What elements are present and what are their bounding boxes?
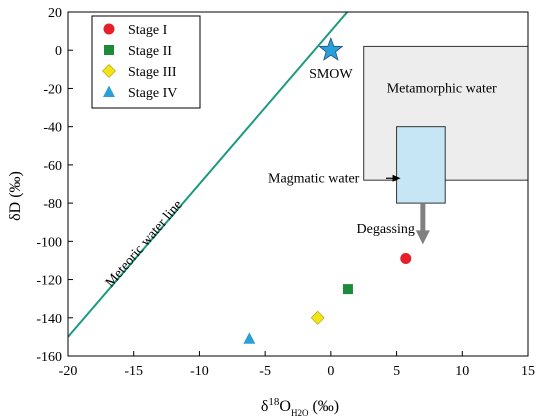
x-tick-label: -5	[259, 364, 271, 379]
data-point-stage-ii	[342, 284, 353, 295]
y-tick-label: -60	[43, 159, 62, 174]
magmatic-water-label: Magmatic water	[268, 171, 360, 186]
data-point-stage-iv	[243, 332, 256, 344]
y-tick-label: -20	[43, 82, 62, 97]
data-point-stage-i	[400, 253, 412, 265]
y-axis-label: δD (‰)	[7, 171, 24, 221]
meteoric-water-line-label: Meteoric water line	[103, 198, 186, 291]
x-axis-label: δ18OH2O (‰)	[261, 396, 339, 418]
x-tick-label: -10	[190, 364, 209, 379]
magmatic-water-box	[396, 126, 446, 204]
meteoric-water-line	[68, 12, 349, 338]
x-tick-label: 5	[393, 364, 400, 379]
x-tick-label: -15	[124, 364, 143, 379]
degassing-arrowhead	[415, 230, 430, 245]
plot-frame	[67, 11, 529, 357]
legend-marker-stage-iv	[103, 85, 115, 97]
chart-legend: Stage I Stage II Stage III Stage IV	[91, 15, 201, 109]
legend-label: Stage II	[128, 44, 172, 59]
x-tick-label: 0	[327, 364, 334, 379]
degassing-label: Degassing	[357, 222, 415, 237]
metamorphic-water-label: Metamorphic water	[387, 81, 497, 96]
legend-marker-stage-iii	[102, 64, 116, 78]
y-tick-label: 20	[48, 6, 62, 21]
chart-background-shapes	[68, 12, 528, 338]
x-tick-label: -20	[59, 364, 78, 379]
y-tick-label: -140	[36, 312, 62, 327]
y-tick-label: -160	[36, 350, 62, 365]
x-tick-label: 15	[521, 364, 535, 379]
data-point-stage-iii	[310, 310, 325, 325]
y-tick-label: -120	[36, 274, 62, 289]
smow-star-icon	[318, 37, 344, 61]
legend-label: Stage I	[128, 23, 168, 38]
y-tick-label: -100	[36, 235, 62, 250]
legend-label: Stage III	[128, 65, 177, 80]
smow-label: SMOW	[309, 67, 353, 82]
magmatic-water-arrowhead	[392, 174, 401, 182]
legend-marker-stage-i	[103, 23, 115, 35]
legend-label: Stage IV	[128, 86, 177, 101]
y-tick-label: -80	[43, 197, 62, 212]
chart-axes: -20 -15 -10 -5 0 5 10 15 20 0 -20 -40 -60 -80 -100 -120…	[36, 6, 535, 379]
x-tick-label: 10	[455, 364, 469, 379]
y-tick-label: 0	[55, 44, 62, 59]
y-tick-label: -40	[43, 121, 62, 136]
metamorphic-water-box	[363, 45, 528, 181]
legend-marker-stage-ii	[104, 45, 114, 55]
chart-data-points	[243, 37, 412, 344]
